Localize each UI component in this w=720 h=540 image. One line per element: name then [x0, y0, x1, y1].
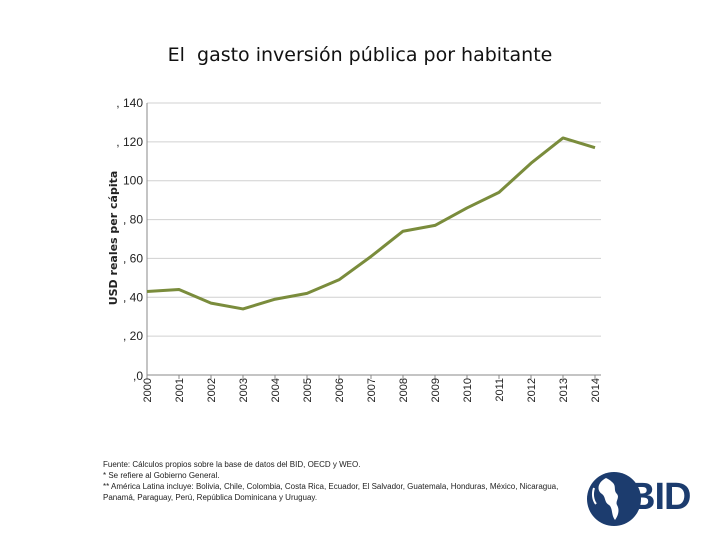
x-tick-label: 2001 [174, 378, 186, 402]
y-tick-label: , 20 [123, 329, 143, 343]
series-layer [146, 136, 596, 311]
footnote-latin-america: ** América Latina incluye: Bolivia, Chil… [103, 482, 559, 502]
x-tick-label: 2004 [270, 378, 282, 402]
x-tick-label: 2011 [494, 378, 506, 402]
footnotes: Fuente: Cálculos propios sobre la base d… [103, 459, 573, 503]
y-axis-ticks: ,0 , 20 , 40 , 60 , 80 100 , 120 , 140 [116, 96, 143, 383]
x-tick-label: 2007 [366, 378, 378, 402]
x-tick-label: 2012 [526, 378, 538, 402]
x-tick-label: 2003 [238, 378, 250, 402]
x-tick-label: 2014 [590, 378, 602, 402]
chart-title: El gasto inversión pública por habitante [167, 44, 553, 66]
footnote-general-government: * Se refiere al Gobierno General. [103, 471, 220, 480]
x-tick-label: 2009 [430, 378, 442, 402]
footnote-source: Fuente: Cálculos propios sobre la base d… [103, 460, 361, 469]
y-tick-label: , 120 [116, 135, 143, 149]
y-tick-label: ,0 [133, 369, 143, 383]
x-tick-label: 2006 [334, 378, 346, 402]
americas-globe-icon [587, 472, 641, 526]
x-tick-label: 2005 [302, 378, 314, 402]
y-tick-label: , 80 [123, 213, 143, 227]
y-tick-label: , 140 [116, 96, 143, 110]
bid-logo-text: BID [628, 476, 691, 518]
gridlines [146, 102, 601, 376]
x-axis-ticks: 2000 2001 2002 2003 2004 2005 2006 2007 2008 2009… [142, 375, 602, 402]
y-axis-label: USD reales per cápita [107, 171, 120, 306]
y-tick-label: , 60 [123, 251, 143, 265]
series-line-0 [146, 136, 596, 311]
y-tick-label: 100 [123, 174, 143, 188]
x-tick-label: 2010 [462, 378, 474, 402]
x-tick-label: 2002 [206, 378, 218, 402]
x-tick-label: 2000 [142, 378, 154, 402]
x-tick-label: 2013 [558, 378, 570, 402]
y-tick-label: , 40 [123, 290, 143, 304]
x-tick-label: 2008 [398, 378, 410, 402]
